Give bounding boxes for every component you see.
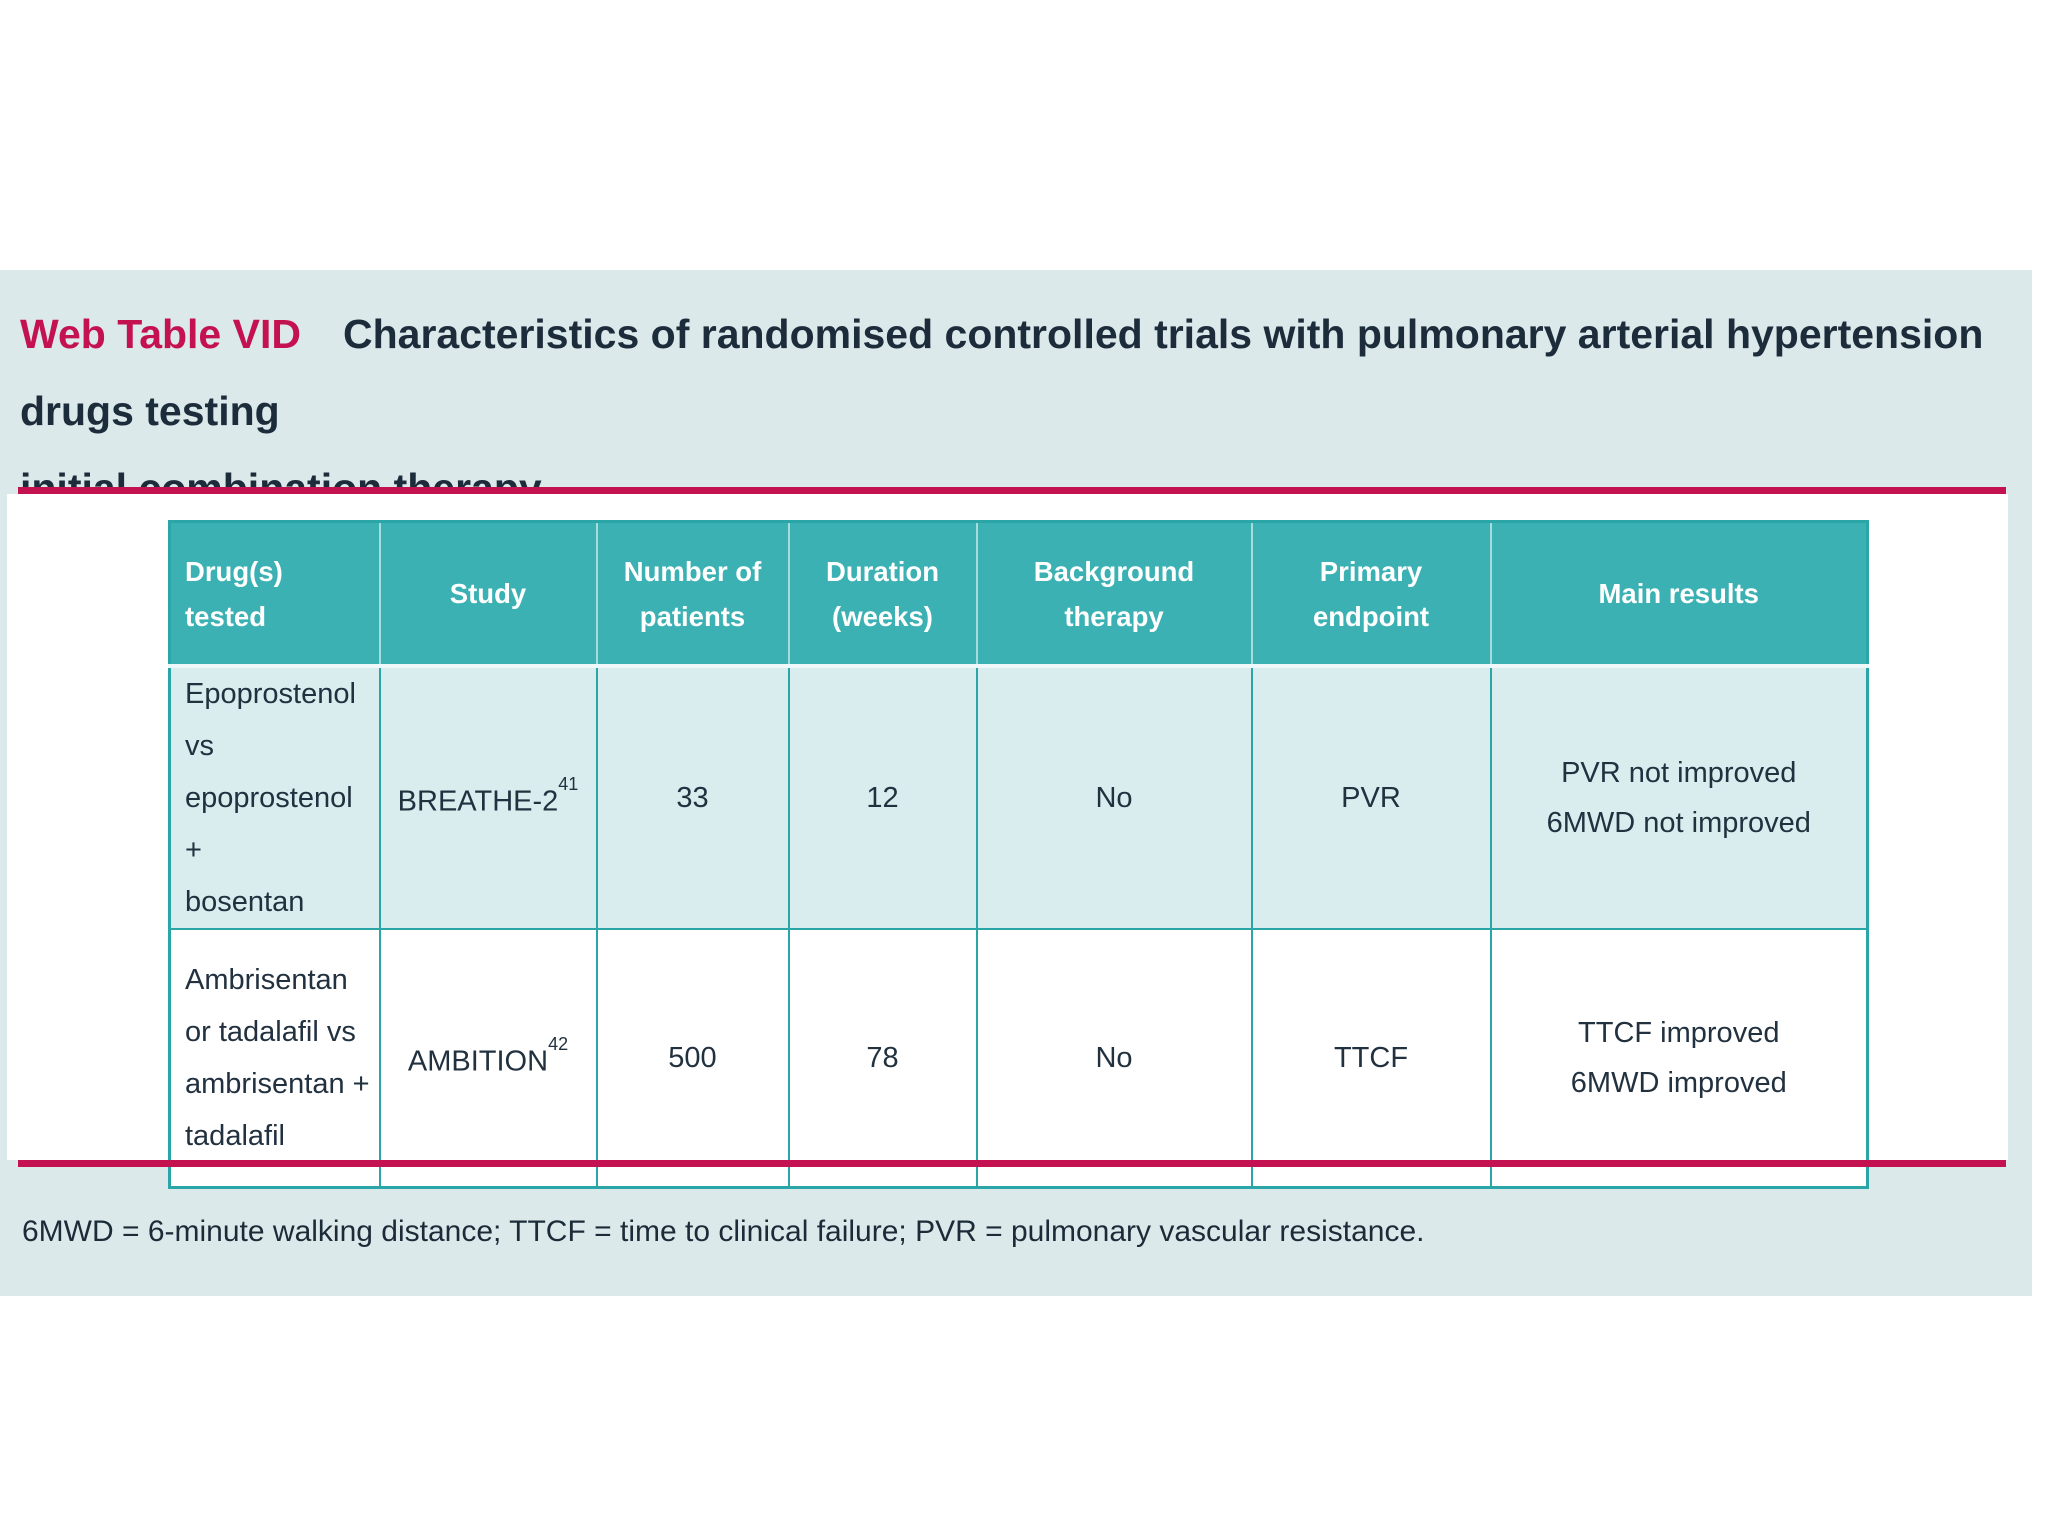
header-row: Drug(s) tested Study Number of patients … — [169, 521, 1868, 668]
column-header-drugs-tested: Drug(s) tested — [169, 521, 380, 668]
cell-background-therapy: No — [975, 666, 1252, 929]
cell-duration: 12 — [787, 666, 977, 929]
bottom-divider-rule — [18, 1160, 2006, 1167]
study-citation-number: 42 — [548, 1034, 569, 1055]
cell-study: AMBITION42 — [378, 928, 597, 1188]
abbreviations-footnote: 6MWD = 6-minute walking distance; TTCF =… — [22, 1215, 1425, 1248]
column-header-duration-weeks: Duration (weeks) — [787, 521, 977, 668]
study-name: BREATHE-2 — [397, 785, 559, 818]
top-divider-rule — [18, 487, 2006, 494]
column-header-primary-endpoint: Primary endpoint — [1250, 521, 1491, 668]
cell-drugs-tested: Ambrisentan or tadalafil vs ambrisentan … — [169, 928, 380, 1188]
cell-study: BREATHE-241 — [378, 666, 597, 929]
cell-primary-endpoint: PVR — [1250, 666, 1491, 929]
study-name: AMBITION — [407, 1045, 549, 1078]
table-row: Ambrisentan or tadalafil vs ambrisentan … — [169, 928, 1868, 1188]
cell-number-of-patients: 33 — [595, 666, 789, 929]
cell-duration: 78 — [787, 928, 977, 1188]
cell-number-of-patients: 500 — [595, 928, 789, 1188]
cell-drugs-tested: Epoprostenol vs epoprostenol + bosentan — [169, 666, 380, 929]
column-header-main-results: Main results — [1489, 521, 1868, 668]
trials-table: Drug(s) tested Study Number of patients … — [168, 520, 1869, 1189]
table-row: Epoprostenol vs epoprostenol + bosentan … — [169, 666, 1868, 929]
trials-table-wrapper: Drug(s) tested Study Number of patients … — [168, 520, 1869, 1189]
cell-background-therapy: No — [975, 928, 1252, 1188]
cell-main-results: PVR not improved 6MWD not improved — [1489, 666, 1868, 929]
cell-primary-endpoint: TTCF — [1250, 928, 1491, 1188]
column-header-number-of-patients: Number of patients — [595, 521, 789, 668]
column-header-study: Study — [378, 521, 597, 668]
table-title-text-line1: Characteristics of randomised controlled… — [20, 311, 1984, 434]
table-title-label: Web Table VID — [20, 311, 301, 357]
column-header-background-therapy: Background therapy — [975, 521, 1252, 668]
cell-main-results: TTCF improved 6MWD improved — [1489, 928, 1868, 1188]
study-citation-number: 41 — [558, 774, 579, 795]
